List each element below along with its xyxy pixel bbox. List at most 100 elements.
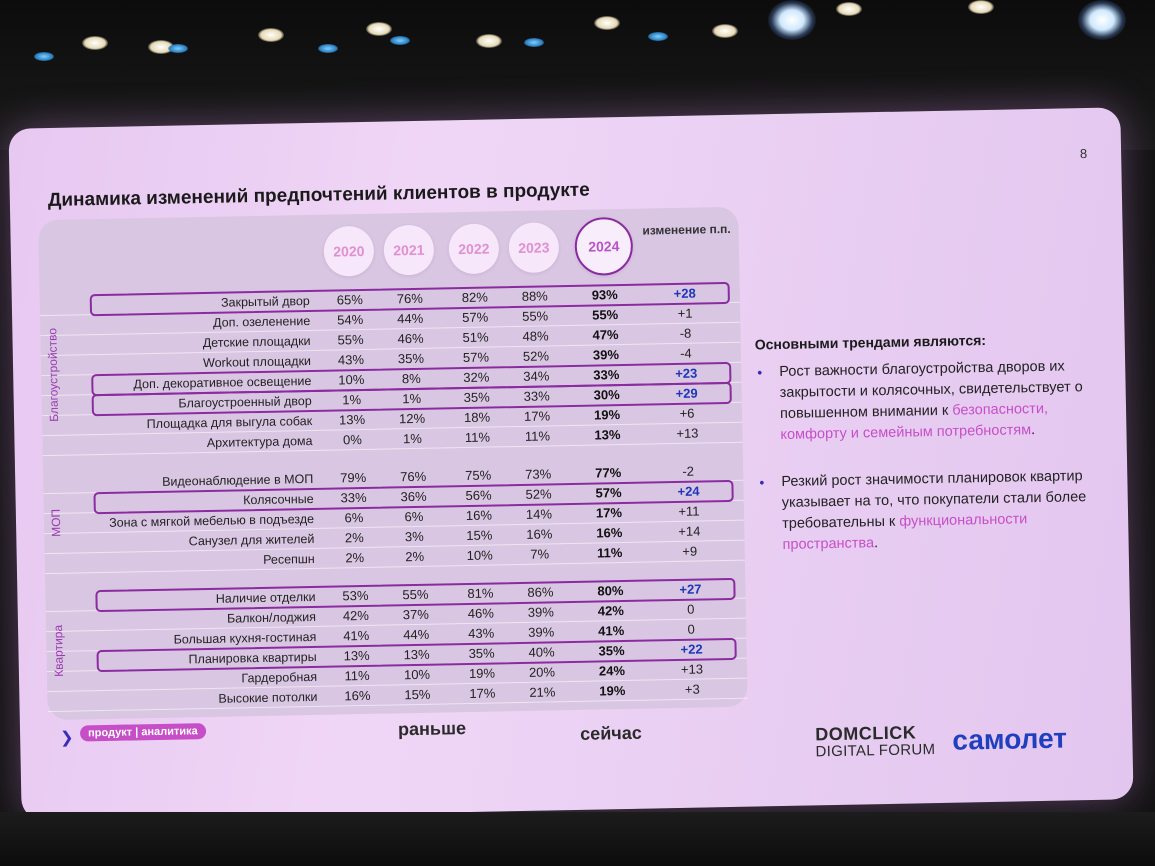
cell-2020: 2% xyxy=(345,549,365,566)
cell-2023: 21% xyxy=(529,684,556,700)
cell-2020: 2% xyxy=(344,529,364,546)
cell-2021: 35% xyxy=(397,350,425,367)
ceiling-light xyxy=(168,44,188,53)
ceiling-light xyxy=(836,2,862,16)
cell-change: +11 xyxy=(678,503,700,519)
cell-2021: 44% xyxy=(397,310,424,327)
cell-2022: 17% xyxy=(469,685,496,701)
presentation-slide: 8 Динамика изменений предпочтений клиент… xyxy=(8,107,1134,821)
domclick-logo-line1: DOMCLICK xyxy=(815,722,917,745)
row-label: Высокие потолки xyxy=(218,689,318,706)
ceiling-spotlight xyxy=(1078,0,1126,40)
ceiling-light xyxy=(148,40,174,54)
ceiling-light xyxy=(82,36,108,50)
cell-2024: 42% xyxy=(597,603,624,619)
cell-2024: 13% xyxy=(594,427,621,443)
ceiling-light xyxy=(594,16,620,30)
cell-2021: 12% xyxy=(398,410,426,427)
cell-2020: 11% xyxy=(344,667,370,684)
cell-2020: 55% xyxy=(337,331,364,348)
trends-title: Основными трендами являются: xyxy=(754,332,987,353)
cell-change: 0 xyxy=(687,621,695,637)
cell-2021: 6% xyxy=(404,508,424,525)
cell-2024: 19% xyxy=(599,682,626,699)
chevron-right-icon: ❯ xyxy=(60,729,74,747)
domclick-logo: DOMCLICK DIGITAL FORUM xyxy=(815,722,936,761)
table-panel: 2020 2021 2022 2023 2024 изменение п.п. Закр… xyxy=(38,206,748,721)
trend-bullet: Рост важности благоустройства дворов их … xyxy=(755,356,1087,446)
cell-2021: 10% xyxy=(403,666,431,683)
trend-bullet: Резкий рост значимости планировок кварти… xyxy=(757,466,1089,556)
cell-2024: 77% xyxy=(595,465,622,481)
cell-2021: 46% xyxy=(397,330,424,347)
cell-2024: 47% xyxy=(592,327,619,343)
cell-2024: 41% xyxy=(598,623,625,639)
cell-2022: 75% xyxy=(465,467,492,484)
cell-2022: 16% xyxy=(465,507,493,524)
domclick-logo-line2: DIGITAL FORUM xyxy=(815,741,936,761)
group-label: МОП xyxy=(48,508,64,538)
ceiling-light xyxy=(476,34,502,48)
year-badge-2020: 2020 xyxy=(323,225,375,277)
change-header: изменение п.п. xyxy=(642,221,731,238)
section-tag: продукт | аналитика xyxy=(79,723,206,742)
cell-2021: 37% xyxy=(402,606,430,623)
samolet-logo: самолет xyxy=(952,722,1068,756)
cell-2021: 76% xyxy=(400,468,427,485)
ceiling-light xyxy=(648,32,668,41)
cell-2021: 15% xyxy=(404,686,431,703)
cell-2023: 14% xyxy=(525,506,553,522)
cell-2024: 16% xyxy=(596,525,623,541)
now-label: сейчас xyxy=(579,722,642,744)
cell-change: -2 xyxy=(682,463,695,479)
ceiling-light xyxy=(524,38,544,47)
cell-2020: 79% xyxy=(340,469,367,486)
cell-change: -4 xyxy=(679,345,692,361)
cell-2023: 52% xyxy=(522,348,550,364)
cell-2022: 46% xyxy=(467,605,495,622)
cell-2023: 17% xyxy=(523,408,551,424)
ceiling-light xyxy=(34,52,54,61)
cell-2024: 11% xyxy=(596,545,623,561)
cell-2021: 44% xyxy=(403,626,430,643)
cell-2022: 57% xyxy=(462,309,489,326)
cell-change: +3 xyxy=(684,681,700,697)
cell-2020: 43% xyxy=(337,351,365,368)
ceiling-light xyxy=(318,44,338,53)
row-label: Архитектура дома xyxy=(206,433,313,450)
cell-2023: 39% xyxy=(528,624,555,640)
cell-2020: 16% xyxy=(344,687,371,704)
cell-2023: 48% xyxy=(522,328,549,344)
cell-2021: 1% xyxy=(402,430,423,447)
year-badge-2021: 2021 xyxy=(383,224,435,276)
cell-2023: 20% xyxy=(528,664,556,680)
cell-change: +14 xyxy=(678,523,701,539)
year-badge-2024: 2024 xyxy=(574,216,634,276)
cell-2022: 11% xyxy=(464,429,491,446)
cell-2022: 19% xyxy=(468,665,496,681)
ceiling-light xyxy=(712,24,738,38)
stage-floor xyxy=(0,812,1155,866)
cell-2022: 57% xyxy=(462,349,490,366)
cell-2022: 43% xyxy=(468,625,495,642)
ceiling-light xyxy=(366,22,392,36)
page-number: 8 xyxy=(1079,146,1088,162)
cell-2020: 42% xyxy=(342,607,370,624)
year-badge-2023: 2023 xyxy=(508,222,560,274)
ceiling-light xyxy=(258,28,284,42)
year-badge-2022: 2022 xyxy=(448,223,500,275)
group-label: Квартира xyxy=(50,624,66,677)
cell-2023: 16% xyxy=(526,526,553,542)
cell-change: +6 xyxy=(679,405,695,421)
cell-change: 0 xyxy=(687,601,695,617)
cell-2024: 17% xyxy=(595,505,623,521)
cell-2020: 13% xyxy=(338,411,366,428)
cell-2024: 24% xyxy=(598,663,626,679)
cell-2023: 55% xyxy=(521,308,549,324)
cell-change: +1 xyxy=(677,305,693,321)
cell-2024: 39% xyxy=(592,347,620,363)
cell-2023: 39% xyxy=(527,604,554,620)
cell-2021: 3% xyxy=(404,528,424,545)
row-label: Ресепшн xyxy=(262,551,315,567)
cell-2020: 54% xyxy=(337,311,364,328)
